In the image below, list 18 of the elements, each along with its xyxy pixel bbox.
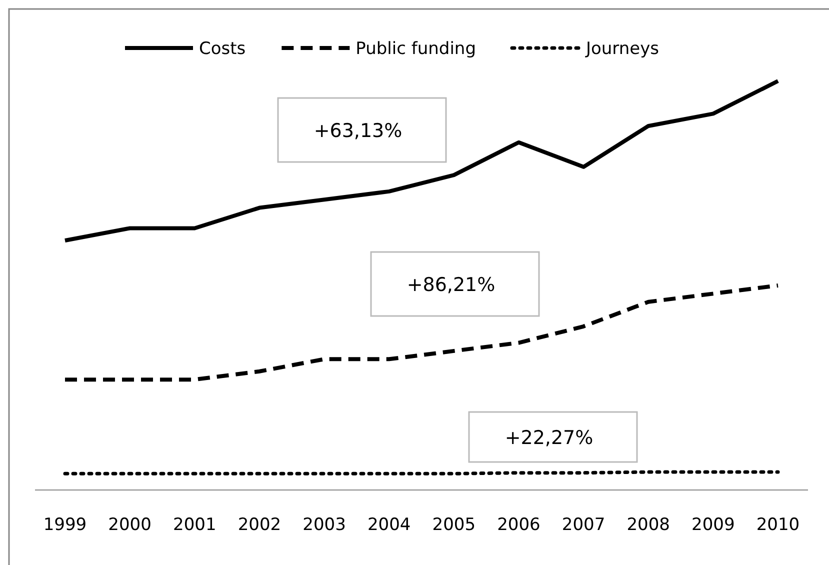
annotation: +22,27% xyxy=(504,427,594,449)
x-tick-label: 2003 xyxy=(302,515,346,535)
annotation: +63,13% xyxy=(314,120,402,142)
x-tick-label: 2007 xyxy=(562,515,606,535)
x-tick-label: 2005 xyxy=(432,515,476,535)
x-tick-label: 2006 xyxy=(497,515,540,535)
x-tick-label: 2000 xyxy=(108,515,152,535)
x-tick-label: 2008 xyxy=(626,515,670,535)
x-tick-label: 2010 xyxy=(756,515,800,535)
legend-label: Costs xyxy=(199,39,246,59)
x-tick-label: 1999 xyxy=(43,515,87,535)
x-tick-label: 2001 xyxy=(173,515,216,535)
legend-label: Journeys xyxy=(584,39,660,59)
legend-label: Public funding xyxy=(356,39,476,59)
annotation: +86,21% xyxy=(406,274,496,296)
x-tick-label: 2004 xyxy=(367,515,411,535)
x-tick-label: 2009 xyxy=(692,515,735,535)
x-tick-label: 2002 xyxy=(238,515,282,535)
